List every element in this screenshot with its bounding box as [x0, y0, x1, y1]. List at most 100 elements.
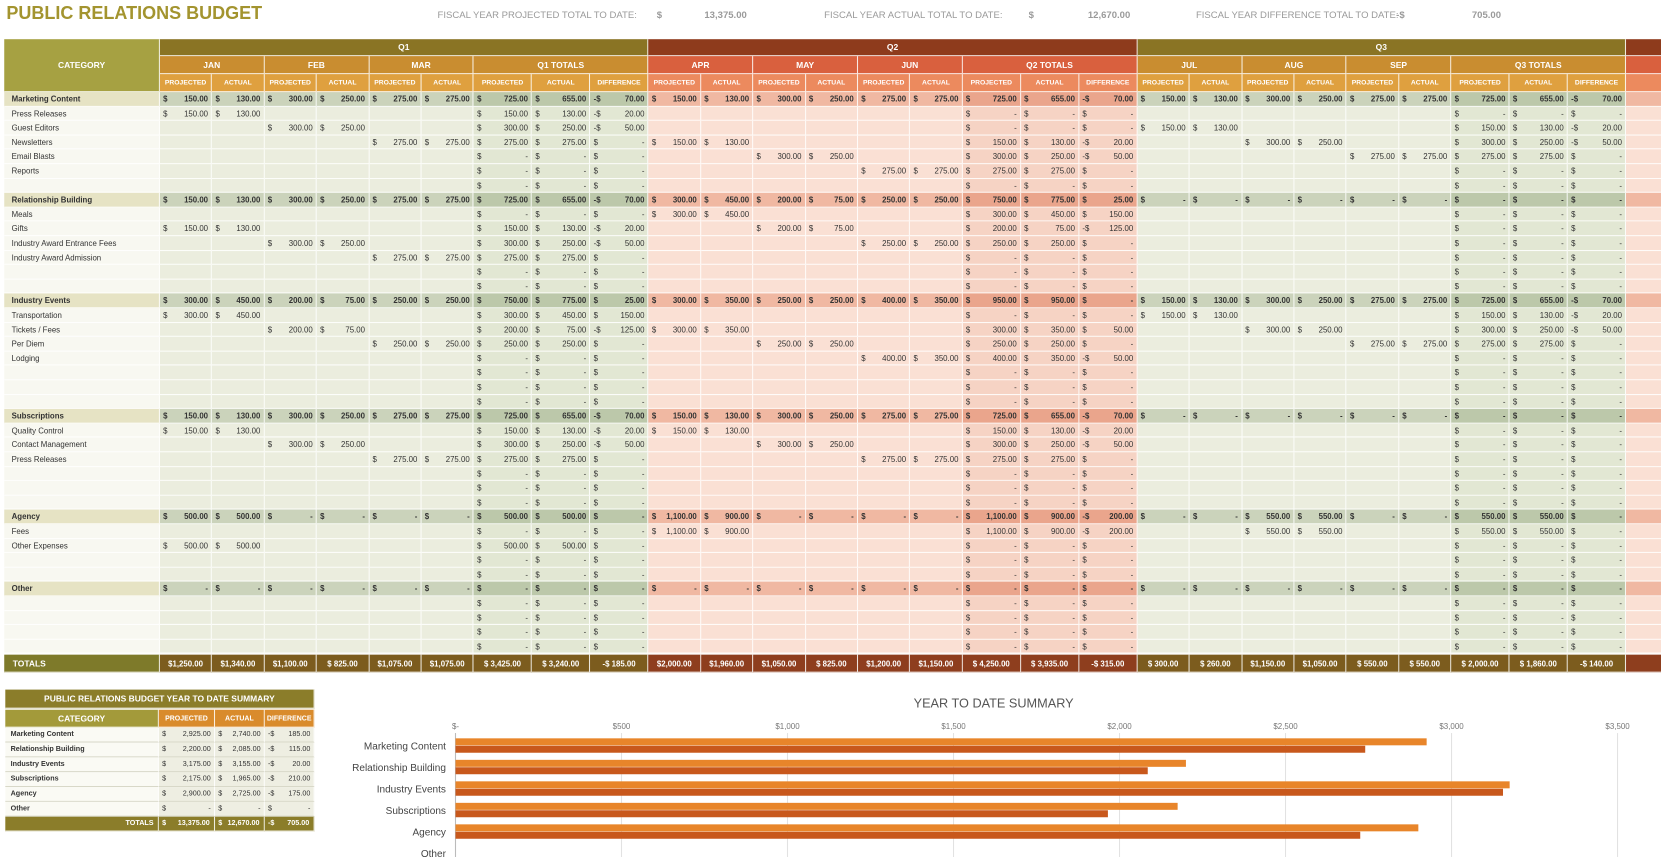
y-tick-label: Marketing Content — [364, 741, 446, 752]
amount-cell — [1346, 610, 1400, 626]
cell — [1626, 409, 1661, 424]
amount-cell — [858, 149, 911, 165]
amount-cell — [701, 466, 754, 482]
amount-cell — [1294, 178, 1347, 193]
cell — [1626, 308, 1661, 323]
amount-cell: $ 275.00 — [858, 452, 911, 467]
amount-cell: $ 250.00 — [316, 409, 370, 424]
amount-cell — [264, 164, 317, 179]
amount-cell — [421, 553, 474, 568]
cell — [1626, 221, 1661, 237]
amount-cell — [1189, 538, 1243, 554]
amount-cell: $ 75.00 — [532, 322, 591, 338]
amount-cell: $ - — [962, 553, 1021, 568]
amount-cell: $ 150.00 — [1451, 120, 1510, 136]
amount-cell: $ - — [590, 380, 649, 395]
amount-cell: $ 150.00 — [159, 106, 213, 121]
amount-cell — [159, 466, 213, 482]
amount-cell: $ 150.00 — [473, 221, 533, 237]
amount-cell: $ - — [1567, 524, 1627, 539]
amount-cell: $ 450.00 — [212, 293, 265, 309]
amount-cell: $ - — [1451, 409, 1510, 424]
amount-cell — [1346, 164, 1400, 179]
amount-cell: $ - — [473, 495, 533, 510]
amount-cell — [1189, 207, 1243, 222]
amount-cell — [701, 437, 754, 453]
amount-cell: $ 275.00 — [1399, 337, 1452, 352]
category-label: Gifts — [4, 221, 160, 237]
amount-cell — [1294, 423, 1347, 438]
amount-cell — [1294, 380, 1347, 395]
amount-cell: $ 250.00 — [532, 236, 591, 251]
amount-cell — [701, 596, 754, 611]
amount-cell — [648, 308, 702, 323]
amount-cell: $ - — [532, 178, 591, 193]
totals-cell: $ 3,240.00 — [532, 654, 591, 673]
totals-cell: -$ 315.00 — [1079, 654, 1138, 673]
amount-cell — [1137, 221, 1190, 237]
amount-cell — [1137, 178, 1190, 193]
amount-cell — [805, 250, 859, 266]
amount-cell — [1137, 466, 1190, 482]
amount-cell — [805, 610, 859, 626]
amount-cell — [159, 236, 213, 251]
amount-cell — [1137, 135, 1190, 150]
totals-cell: -$ 185.00 — [590, 654, 649, 673]
amount-cell — [910, 567, 963, 582]
summary-cell: $ 2,900.00 — [158, 787, 216, 802]
amount-cell — [1346, 207, 1400, 222]
amount-cell: $ 275.00 — [369, 135, 422, 150]
amount-cell — [1189, 481, 1243, 496]
amount-cell: $ 275.00 — [858, 92, 911, 107]
amount-cell — [421, 279, 474, 294]
month-header: MAR — [369, 56, 474, 75]
category-label — [4, 495, 160, 510]
amount-cell — [910, 337, 963, 352]
amount-cell: $ 250.00 — [962, 236, 1021, 251]
totals-header: Q2 TOTALS — [962, 56, 1138, 75]
amount-cell: $ - — [962, 567, 1021, 582]
amount-cell: $ 150.00 — [159, 92, 213, 107]
amount-cell: $ - — [1567, 106, 1627, 121]
amount-cell — [648, 481, 702, 496]
totals-cell: $ 3,425.00 — [473, 654, 533, 673]
amount-cell: -$ 125.00 — [590, 322, 649, 338]
amount-cell: $ 250.00 — [421, 337, 474, 352]
amount-cell: $ 350.00 — [910, 351, 963, 366]
amount-cell — [1346, 365, 1400, 381]
amount-cell — [212, 365, 265, 381]
amount-cell: $ 400.00 — [858, 293, 911, 309]
amount-cell — [212, 553, 265, 568]
amount-cell — [1346, 322, 1400, 338]
amount-cell — [753, 452, 806, 467]
amount-cell — [264, 596, 317, 611]
amount-cell: $ 250.00 — [858, 236, 911, 251]
amount-cell — [858, 610, 911, 626]
amount-cell: $ - — [590, 567, 649, 582]
amount-cell — [421, 639, 474, 655]
bar — [455, 831, 1361, 839]
amount-cell — [701, 495, 754, 510]
amount-cell — [1399, 207, 1452, 222]
amount-cell — [212, 149, 265, 165]
amount-cell: $ 250.00 — [316, 192, 370, 208]
amount-cell — [1346, 553, 1400, 568]
category-label: Other — [4, 581, 160, 597]
amount-cell: $ 275.00 — [1020, 164, 1080, 179]
amount-cell — [805, 207, 859, 222]
amount-cell — [753, 596, 806, 611]
sub-header: ACTUAL — [1399, 74, 1452, 93]
amount-cell — [753, 394, 806, 410]
amount-cell — [1399, 308, 1452, 323]
category-label: Quality Control — [4, 423, 160, 438]
amount-cell — [805, 308, 859, 323]
summary-header: ACTUAL — [215, 709, 265, 728]
amount-cell — [701, 337, 754, 352]
amount-cell — [1294, 207, 1347, 222]
amount-cell — [264, 394, 317, 410]
sub-header: PROJECTED — [1346, 74, 1400, 93]
amount-cell: $ 275.00 — [1399, 92, 1452, 107]
amount-cell — [264, 178, 317, 193]
amount-cell — [1189, 149, 1243, 165]
amount-cell: $ - — [473, 524, 533, 539]
